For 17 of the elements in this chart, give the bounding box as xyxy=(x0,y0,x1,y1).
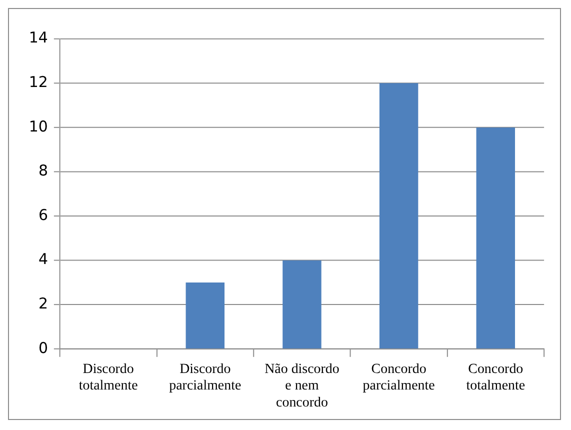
y-tick-label: 10 xyxy=(28,117,48,136)
bar xyxy=(379,83,418,348)
bar xyxy=(476,127,516,348)
x-tick-label: Concordo totalmente xyxy=(466,362,526,394)
bar xyxy=(282,260,322,348)
y-tick-label: 4 xyxy=(38,250,48,268)
x-tick-label: Discordo parcialmente xyxy=(169,362,242,394)
x-tick-label: Concordo parcialmente xyxy=(362,362,435,394)
bar xyxy=(186,282,225,348)
y-tick-label: 8 xyxy=(38,162,48,180)
y-tick-label: 6 xyxy=(38,206,48,224)
x-tick-label: Discordo totalmente xyxy=(78,362,138,394)
y-tick-label: 12 xyxy=(28,73,48,92)
y-tick-label: 2 xyxy=(38,294,48,313)
y-tick-label: 0 xyxy=(38,338,48,357)
y-tick-label: 14 xyxy=(28,28,48,47)
x-tick-label: Não discordo e nem concordo xyxy=(264,362,340,410)
